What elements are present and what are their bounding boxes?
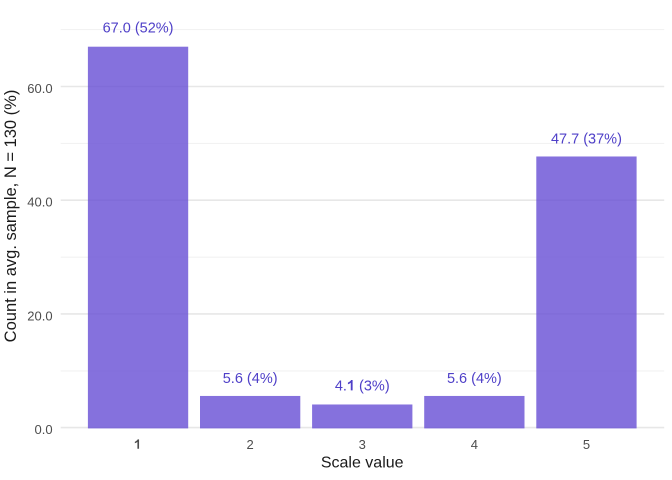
- svg-text:40.0: 40.0: [27, 194, 52, 209]
- svg-text:5.6 (4%): 5.6 (4%): [223, 371, 278, 387]
- svg-text:5.6 (4%): 5.6 (4%): [447, 371, 502, 387]
- svg-text:67.0 (52%): 67.0 (52%): [103, 21, 174, 37]
- svg-text:3: 3: [359, 437, 366, 452]
- svg-text:0.0: 0.0: [35, 422, 53, 437]
- svg-text:20.0: 20.0: [27, 308, 52, 323]
- svg-text:4.: 4.: [335, 378, 347, 394]
- svg-text:5: 5: [583, 437, 590, 452]
- svg-text:47.7 (37%): 47.7 (37%): [551, 132, 622, 148]
- svg-text:Scale value: Scale value: [321, 455, 404, 472]
- svg-text:60.0: 60.0: [27, 81, 52, 96]
- svg-text:Count in avg. sample, N = 130: Count in avg. sample, N = 130 (%): [2, 90, 20, 343]
- svg-text:(3%): (3%): [359, 378, 390, 394]
- svg-text:2: 2: [247, 437, 254, 452]
- svg-text:4: 4: [471, 437, 478, 452]
